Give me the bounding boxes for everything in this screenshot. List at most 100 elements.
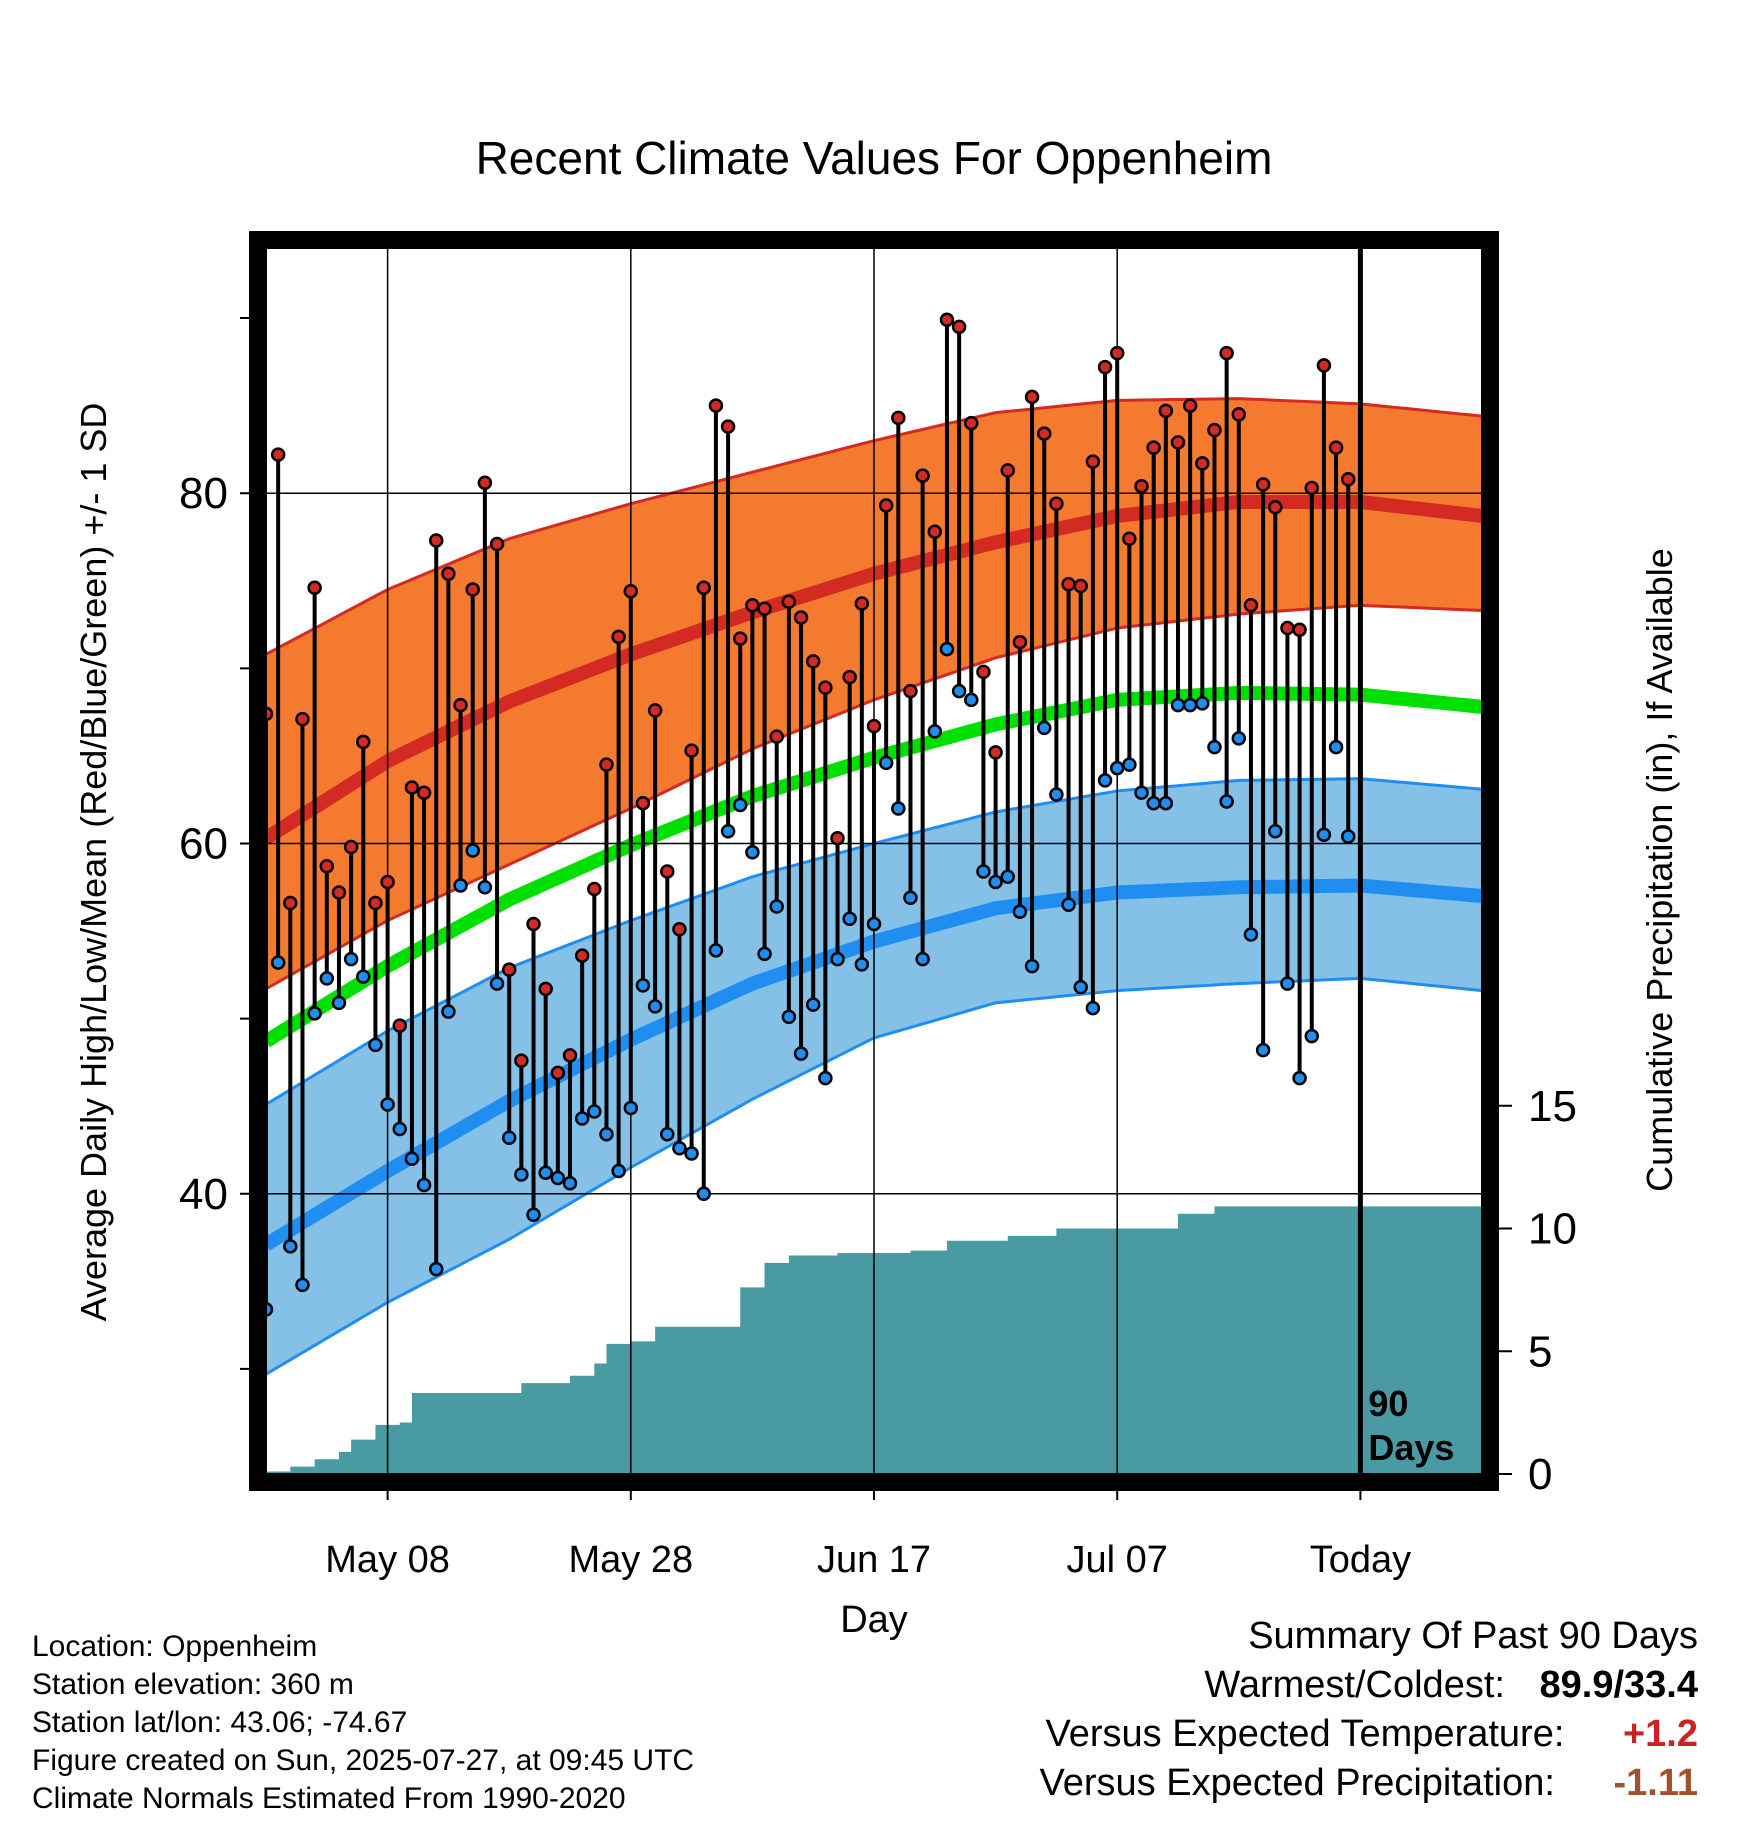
y-tick-label: 80	[179, 469, 228, 518]
daily-low-point	[927, 724, 943, 739]
daily-low-point	[1158, 795, 1174, 811]
daily-high-point	[1024, 389, 1040, 405]
y2-tick-label: 10	[1528, 1205, 1577, 1254]
daily-high-point	[915, 468, 930, 483]
daily-low-point	[684, 1146, 699, 1161]
low-sd-band	[266, 778, 1482, 1375]
daily-high-point	[1304, 480, 1320, 496]
latlon-text: Station lat/lon: 43.06; -74.67	[32, 1706, 408, 1739]
daily-low-point	[732, 797, 748, 813]
expected-precip-label: Versus Expected Precipitation:	[1039, 1762, 1555, 1804]
chart-title: Recent Climate Values For Oppenheim	[476, 132, 1273, 184]
daily-low-point	[1012, 904, 1028, 920]
daily-high-point	[489, 536, 505, 552]
daily-low-point	[1255, 1042, 1271, 1058]
expected-temp-row: Versus Expected Temperature: +1.2	[1040, 1710, 1698, 1759]
y-tick-label: 60	[179, 819, 228, 868]
daily-low-point	[295, 1277, 310, 1293]
daily-high-point	[599, 757, 614, 772]
daily-high-point	[1109, 345, 1125, 361]
y2-tick-label: 15	[1528, 1082, 1577, 1131]
daily-high-point	[842, 669, 857, 685]
daily-high-point	[891, 410, 906, 426]
daily-high-point	[1122, 531, 1137, 546]
daily-high-point	[538, 981, 553, 997]
daily-high-point	[380, 874, 395, 890]
daily-high-point	[696, 580, 712, 596]
daily-high-point	[805, 654, 821, 669]
daily-low-point	[319, 971, 335, 986]
daily-low-point	[514, 1167, 529, 1182]
daily-low-point	[611, 1163, 626, 1179]
daily-low-point	[1122, 757, 1137, 772]
daily-high-point	[1328, 440, 1344, 455]
summary-title: Summary Of Past 90 Days	[1248, 1615, 1698, 1657]
daily-low-point	[1328, 739, 1344, 755]
daily-low-point	[915, 951, 930, 967]
daily-low-point	[781, 1009, 797, 1025]
y2-tick-label: 5	[1528, 1327, 1552, 1376]
daily-high-point	[757, 601, 772, 617]
daily-high-point	[745, 598, 760, 613]
daily-high-point	[1195, 456, 1210, 471]
daily-low-point	[1182, 697, 1198, 713]
daily-high-point	[1207, 422, 1222, 438]
daily-low-point	[842, 911, 857, 927]
daily-low-point	[1243, 927, 1259, 942]
daily-high-point	[720, 419, 736, 434]
daily-high-point	[550, 1065, 566, 1081]
daily-high-point	[939, 312, 955, 328]
daily-high-point	[1036, 426, 1052, 441]
daily-high-point	[951, 319, 967, 335]
daily-low-point	[380, 1097, 395, 1112]
daily-low-point	[489, 976, 505, 991]
station-info: Location: Oppenheim Station elevation: 3…	[32, 1628, 694, 1818]
daily-low-point	[477, 880, 493, 895]
daily-low-point	[1280, 976, 1295, 991]
daily-low-point	[635, 978, 651, 993]
daily-high-point	[514, 1053, 529, 1068]
daily-low-point	[343, 951, 359, 967]
warmest-coldest-value: 89.9/33.4	[1539, 1664, 1698, 1706]
x-tick-label: May 28	[568, 1539, 693, 1581]
daily-high-point	[660, 864, 675, 879]
daily-high-point	[1012, 634, 1028, 650]
daily-high-point	[927, 524, 943, 539]
daily-low-point	[1109, 760, 1125, 776]
daily-low-point	[866, 916, 882, 932]
daily-low-point	[1061, 897, 1076, 913]
daily-high-point	[368, 895, 383, 911]
daily-low-point	[1000, 869, 1016, 885]
daily-high-point	[854, 596, 870, 611]
daily-low-point	[769, 899, 784, 914]
daily-low-point	[818, 1070, 833, 1086]
daily-low-point	[428, 1261, 444, 1277]
y2-tick-label: 0	[1528, 1450, 1552, 1499]
daily-high-point	[878, 498, 894, 513]
daily-high-point	[1134, 478, 1149, 494]
daily-low-point	[708, 943, 724, 958]
daily-high-point	[356, 734, 371, 750]
daily-low-point	[1219, 794, 1234, 809]
normals-text: Climate Normals Estimated From 1990-2020	[32, 1782, 626, 1815]
daily-high-point	[1280, 620, 1295, 636]
daily-low-point	[587, 1104, 602, 1119]
daily-low-point	[441, 1004, 456, 1019]
warmest-coldest-label: Warmest/Coldest:	[1204, 1664, 1505, 1706]
daily-low-point	[757, 946, 772, 962]
daily-low-point	[270, 955, 286, 970]
x-tick-label: Today	[1310, 1539, 1411, 1581]
daily-high-point	[587, 881, 602, 897]
daily-high-point	[331, 885, 347, 900]
daily-high-point	[416, 785, 432, 800]
daily-high-point	[270, 447, 286, 462]
daily-low-point	[416, 1177, 432, 1193]
daily-high-point	[343, 839, 359, 855]
daily-low-point	[745, 844, 760, 860]
daily-high-point	[1061, 577, 1076, 592]
elevation-text: Station elevation: 360 m	[32, 1668, 354, 1701]
y-axis-label: Average Daily High/Low/Mean (Red/Blue/Gr…	[73, 403, 114, 1322]
daily-high-point	[428, 533, 444, 548]
